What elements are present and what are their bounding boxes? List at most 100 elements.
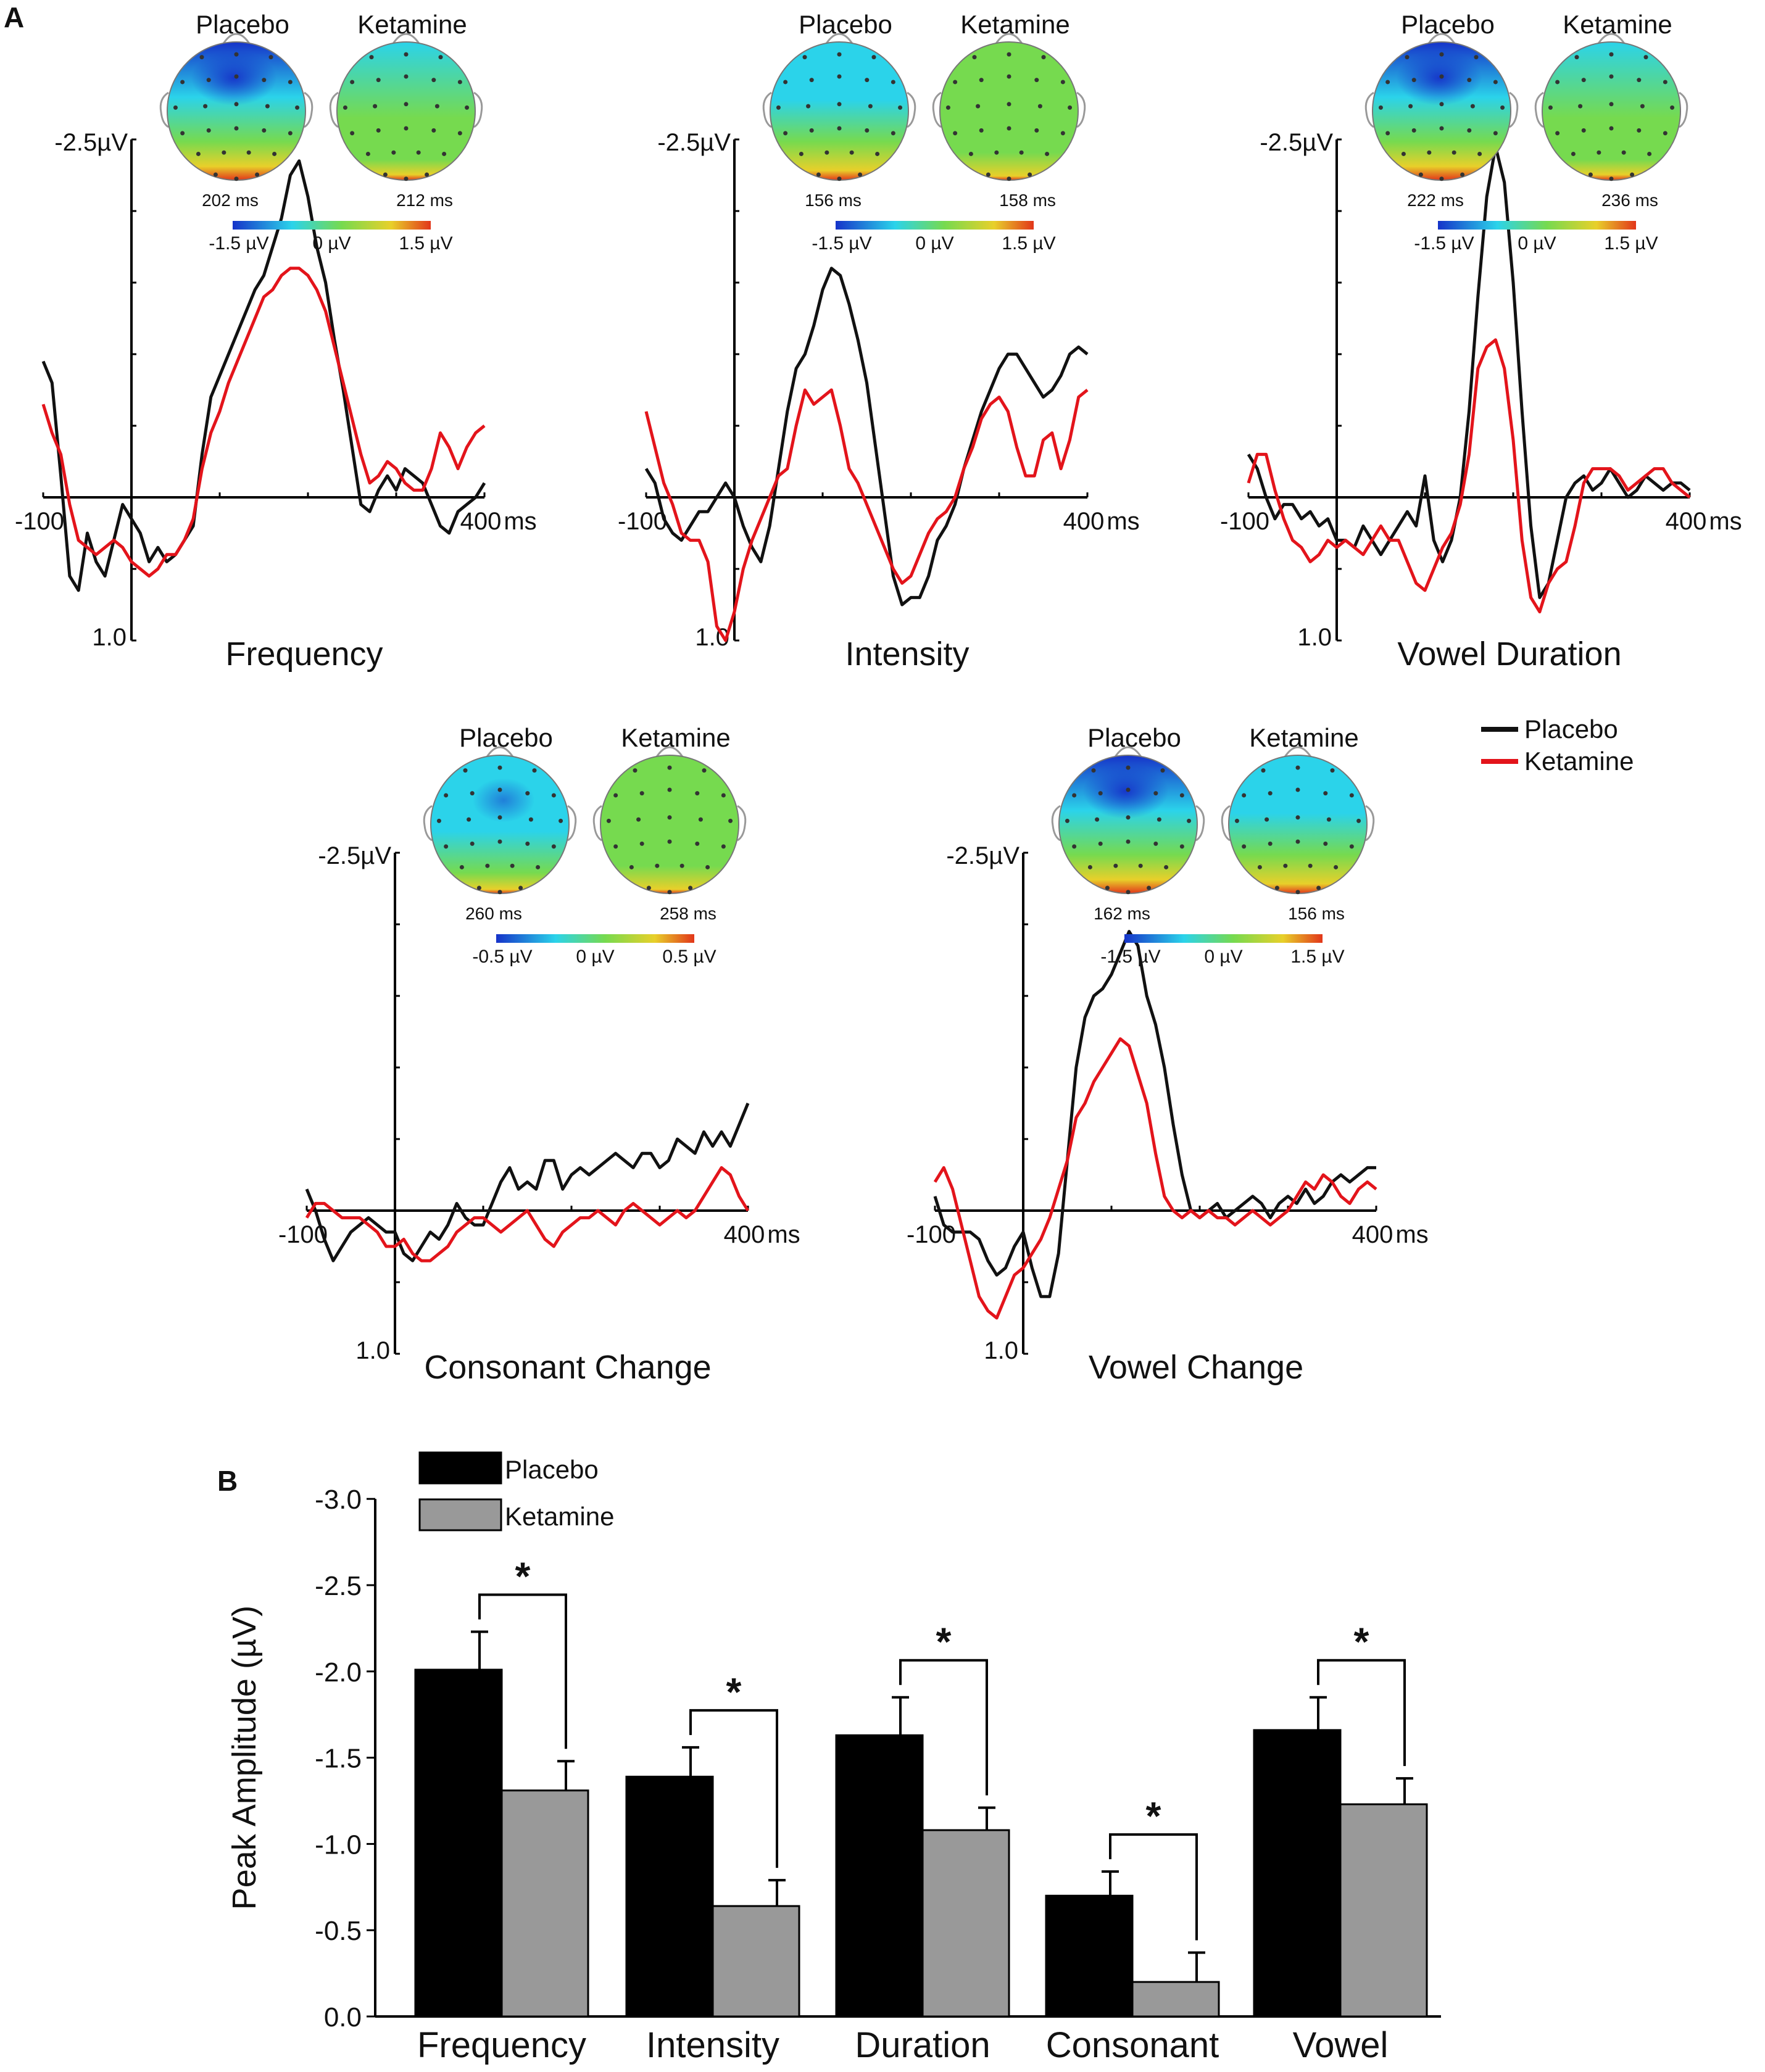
electrode-dot xyxy=(837,176,842,181)
electrode-dot xyxy=(559,818,563,823)
erp-panel: -2.5µV 1.0 -100 400 ms Frequency Placebo Ketami… xyxy=(15,10,537,673)
head-nose xyxy=(1427,33,1456,45)
electrode-dot xyxy=(875,151,880,156)
electrode-dot xyxy=(268,55,273,60)
electrode-dot xyxy=(1334,864,1339,869)
electrode-dot xyxy=(1460,172,1465,177)
erp-x-start-label: -100 xyxy=(15,508,64,535)
electrode-dot xyxy=(476,885,481,890)
electrode-dot xyxy=(206,78,211,83)
electrode-dot xyxy=(1385,131,1390,136)
head-nose xyxy=(485,746,515,758)
electrode-dot xyxy=(1098,841,1103,846)
electrode-dot xyxy=(1126,839,1131,844)
topo-scale-max: 1.5 µV xyxy=(1002,233,1055,254)
electrode-dot xyxy=(1091,768,1096,773)
erp-y-top-label: -2.5µV xyxy=(318,842,391,869)
head-left-ear xyxy=(329,91,339,128)
topo-map-ketamine xyxy=(1221,746,1375,895)
bar-category-label: Frequency xyxy=(417,2025,586,2065)
head-right-ear xyxy=(1679,91,1688,128)
electrode-dot xyxy=(1477,151,1482,156)
electrode-dot xyxy=(667,890,672,895)
topo-scale-mid: 0 µV xyxy=(915,233,953,254)
electrode-dot xyxy=(255,172,260,177)
electrode-dot xyxy=(1597,150,1601,155)
electrode-dot xyxy=(1474,55,1479,60)
electrode-dot xyxy=(1179,844,1184,849)
erp-x-unit: ms xyxy=(1395,1221,1428,1248)
topo-scale-min: -1.5 µV xyxy=(1414,233,1474,254)
electrode-dot xyxy=(1295,765,1300,770)
electrode-dot xyxy=(1007,102,1011,107)
electrode-dot xyxy=(972,55,977,60)
topo-ketamine-label: Ketamine xyxy=(1249,723,1358,752)
topo-ketamine-latency: 156 ms xyxy=(1288,904,1345,923)
electrode-dot xyxy=(1323,791,1328,796)
significance-marker: * xyxy=(515,1554,531,1598)
electrode-dot xyxy=(806,104,811,109)
electrode-dot xyxy=(497,815,502,820)
bar-y-tick-label: 0.0 xyxy=(324,2002,362,2033)
electrode-dot xyxy=(1467,78,1472,83)
electrode-dot xyxy=(1555,131,1560,136)
electrode-dot xyxy=(629,864,634,869)
electrode-dot xyxy=(891,80,895,85)
topo-color-scale xyxy=(836,221,1034,230)
erp-trace-placebo xyxy=(1247,145,1691,599)
topo-scale-mid: 0 µV xyxy=(1204,947,1242,967)
head-left-ear xyxy=(932,91,942,128)
topo-placebo-label: Placebo xyxy=(1401,10,1495,39)
electrode-dot xyxy=(633,768,637,773)
bar-legend-placebo-swatch xyxy=(418,1451,502,1485)
erp-x-start-label: -100 xyxy=(618,508,667,535)
head-left-ear xyxy=(1221,805,1231,842)
erp-trace-ketamine xyxy=(1247,338,1691,614)
electrode-dot xyxy=(485,863,490,868)
electrode-dot xyxy=(1072,844,1077,849)
legend-placebo-label: Placebo xyxy=(1524,715,1618,744)
erp-y-bottom-label: 1.0 xyxy=(1297,624,1332,651)
electrode-dot xyxy=(1087,864,1092,869)
electrode-dot xyxy=(868,104,873,109)
electrode-dot xyxy=(262,78,267,83)
erp-x-start-label: -100 xyxy=(1220,508,1269,535)
electrode-dot xyxy=(404,176,409,181)
electrode-dot xyxy=(865,78,870,83)
topo-scale-min: -0.5 µV xyxy=(472,947,532,967)
topo-scale-mid: 0 µV xyxy=(576,947,614,967)
electrode-dot xyxy=(667,815,672,820)
electrode-dot xyxy=(1268,841,1273,846)
panel-label-b: B xyxy=(217,1465,238,1497)
topo-placebo-latency: 156 ms xyxy=(805,191,862,210)
electrode-dot xyxy=(1637,78,1642,83)
head-negativity xyxy=(472,777,535,823)
electrode-dot xyxy=(350,131,355,136)
erp-x-end-label: 400 xyxy=(1666,508,1707,535)
head-nose xyxy=(1113,746,1143,758)
electrode-dot xyxy=(679,863,684,868)
electrode-dot xyxy=(646,885,651,890)
electrode-dot xyxy=(1242,844,1247,849)
electrode-dot xyxy=(234,52,239,57)
electrode-dot xyxy=(837,126,842,131)
electrode-dot xyxy=(1164,864,1169,869)
significance-bracket xyxy=(1109,1833,1198,1941)
significance-marker: * xyxy=(936,1620,952,1664)
electrode-dot xyxy=(1126,765,1131,770)
head-right-ear xyxy=(907,91,916,128)
bar-ketamine xyxy=(1131,1981,1220,2018)
electrode-dot xyxy=(442,151,447,156)
head-nose xyxy=(391,33,421,45)
electrode-dot xyxy=(206,128,211,133)
bar-chart: 0.0 -0.5 -1.0 -1.5 -2.0 -2.5 -3.0 Peak Amplitud… xyxy=(226,1451,1441,2065)
topo-scale-min: -1.5 µV xyxy=(812,233,871,254)
electrode-dot xyxy=(837,74,842,79)
head-negativity xyxy=(1396,50,1482,106)
bar-y-tick-label: -1.5 xyxy=(315,1744,362,1774)
electrode-dot xyxy=(222,150,226,155)
electrode-dot xyxy=(1574,55,1579,60)
electrode-dot xyxy=(463,768,468,773)
head-left-ear xyxy=(423,805,433,842)
topo-placebo-label: Placebo xyxy=(1087,723,1181,752)
